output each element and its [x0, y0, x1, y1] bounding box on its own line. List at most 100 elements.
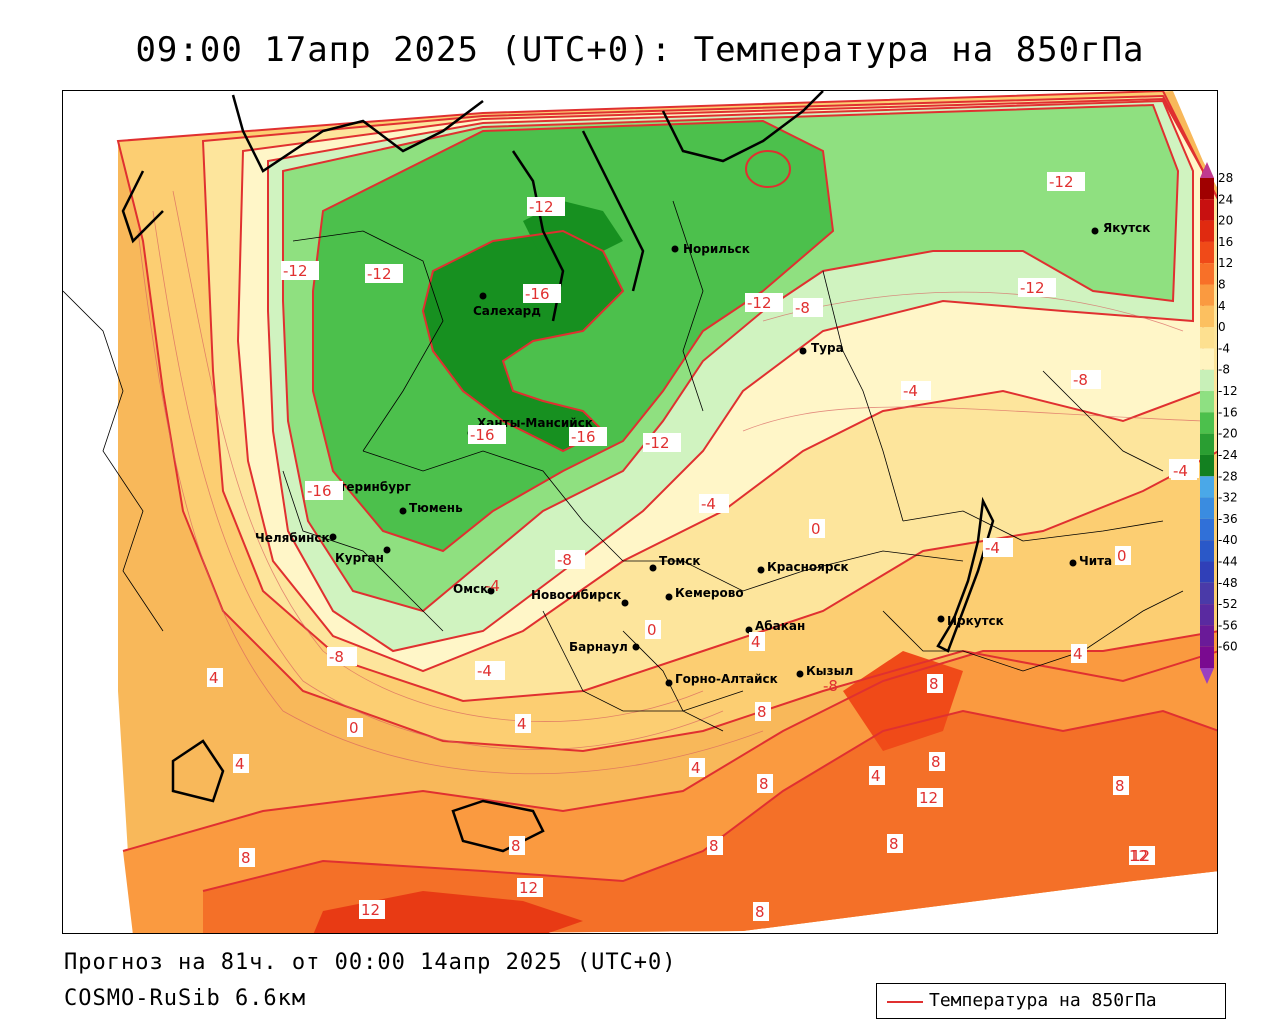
iso-label: 4: [749, 632, 765, 651]
svg-text:8: 8: [757, 703, 767, 721]
svg-text:Барнаул: Барнаул: [569, 640, 628, 654]
iso-label: -12: [1047, 172, 1085, 191]
svg-text:0: 0: [811, 520, 821, 538]
colorbar-tick-label: 12: [1218, 256, 1233, 270]
colorbar-tick-label: 4: [1218, 299, 1226, 313]
colorbar-swatch: [1200, 199, 1214, 221]
iso-label: -4: [485, 577, 500, 595]
svg-text:-8: -8: [557, 551, 572, 569]
iso-label: 0: [1115, 546, 1131, 565]
iso-label: 0: [347, 718, 363, 737]
weather-map[interactable]: Салехард Норильск Якутск Тура Ханты-Манс…: [62, 90, 1218, 934]
iso-label: -8: [555, 550, 585, 569]
legend-line-swatch: [887, 1001, 923, 1003]
city-tomsk: Томск: [649, 554, 701, 572]
iso-label: 8: [755, 702, 771, 721]
svg-text:Красноярск: Красноярск: [767, 560, 849, 574]
svg-text:0: 0: [349, 719, 359, 737]
colorbar-svg: 28 24 20 16 12 8 4 0 -4 -8 -12 -16 -20 -24 -28 -32 -36 -4…: [1200, 162, 1238, 684]
colorbar-swatch: [1200, 391, 1214, 413]
colorbar-tick-label: -20: [1218, 427, 1238, 441]
colorbar-swatch: [1200, 305, 1214, 328]
svg-text:Салехард: Салехард: [473, 304, 541, 318]
svg-text:-4: -4: [1173, 462, 1188, 480]
colorbar-swatch: [1200, 327, 1214, 349]
svg-text:4: 4: [1073, 645, 1083, 663]
iso-label: -4: [475, 661, 505, 680]
iso-label: 8: [509, 836, 525, 855]
svg-text:12: 12: [361, 901, 380, 919]
iso-label: 0: [645, 620, 661, 639]
iso-label: 8: [887, 834, 903, 853]
isotherm-labels: -12 -16 -12 -12 -16 -16 -16 -12 -12 -12 …: [207, 172, 1199, 921]
iso-label: 4: [233, 754, 249, 773]
city-norilsk: Норильск: [671, 242, 750, 256]
iso-label: 4: [869, 766, 885, 785]
colorbar-bottom-arrow: [1200, 668, 1214, 684]
iso-label: -16: [569, 427, 607, 446]
colorbar-swatch: [1200, 497, 1214, 519]
iso-label: 12: [1129, 847, 1148, 865]
colorbar-tick-label: -52: [1218, 597, 1238, 611]
city-tura: Тура: [799, 341, 844, 355]
iso-label: -8: [327, 647, 357, 666]
svg-text:-16: -16: [470, 426, 495, 444]
svg-text:8: 8: [929, 675, 939, 693]
iso-label: -4: [699, 494, 729, 513]
colorbar-swatch: [1200, 454, 1214, 477]
svg-text:-12: -12: [1020, 279, 1045, 297]
svg-text:Курган: Курган: [335, 551, 384, 565]
colorbar-tick-label: -44: [1218, 554, 1238, 568]
iso-label: 12: [359, 900, 385, 919]
svg-text:4: 4: [235, 755, 245, 773]
svg-text:-12: -12: [645, 434, 670, 452]
svg-text:Якутск: Якутск: [1103, 221, 1150, 235]
svg-text:4: 4: [691, 759, 701, 777]
colorbar-tick-label: -48: [1218, 576, 1238, 590]
city-kurgan: Курган: [335, 546, 391, 565]
iso-label: -12: [365, 264, 403, 283]
svg-text:-16: -16: [525, 285, 550, 303]
colorbar-tick-label: 28: [1218, 171, 1233, 185]
iso-label: 8: [707, 836, 723, 855]
svg-text:8: 8: [709, 837, 719, 855]
iso-label: -16: [468, 425, 506, 444]
iso-label: -8: [793, 298, 823, 317]
iso-label: -16: [305, 481, 343, 500]
colorbar-tick-label: -16: [1218, 405, 1238, 419]
svg-text:-4: -4: [903, 382, 918, 400]
svg-text:4: 4: [871, 767, 881, 785]
svg-text:-4: -4: [701, 495, 716, 513]
svg-text:Омск: Омск: [453, 582, 488, 596]
svg-text:Иркутск: Иркутск: [947, 614, 1004, 628]
svg-text:8: 8: [931, 753, 941, 771]
iso-label: 4: [1071, 644, 1087, 663]
svg-text:-12: -12: [529, 198, 554, 216]
svg-text:Абакан: Абакан: [755, 619, 805, 633]
svg-text:Горно-Алтайск: Горно-Алтайск: [675, 672, 778, 686]
svg-text:-12: -12: [283, 262, 308, 280]
colorbar-tick-label: -36: [1218, 512, 1238, 526]
svg-text:8: 8: [755, 903, 765, 921]
iso-label: 12: [917, 788, 943, 807]
iso-label: 8: [927, 674, 943, 693]
svg-text:0: 0: [1117, 547, 1127, 565]
iso-label: 4: [515, 714, 531, 733]
iso-label: 8: [757, 774, 773, 793]
iso-label: -8: [1071, 370, 1101, 389]
colorbar-tick-label: -56: [1218, 618, 1238, 632]
temp-zone-plus12: [203, 711, 1217, 933]
svg-text:-8: -8: [329, 648, 344, 666]
iso-label: 4: [689, 758, 705, 777]
city-yakutsk: Якутск: [1091, 221, 1150, 235]
svg-text:Новосибирск: Новосибирск: [531, 588, 621, 602]
svg-text:12: 12: [919, 789, 938, 807]
colorbar-tick-label: -12: [1218, 384, 1238, 398]
colorbar-swatch: [1200, 625, 1214, 647]
iso-label: -4: [1171, 461, 1197, 480]
city-irkutsk: Иркутск: [937, 614, 1004, 628]
region-boundaries: [63, 200, 1184, 732]
colorbar-tick-label: -40: [1218, 533, 1238, 547]
svg-text:8: 8: [511, 837, 521, 855]
colorbar-swatch: [1200, 220, 1214, 242]
